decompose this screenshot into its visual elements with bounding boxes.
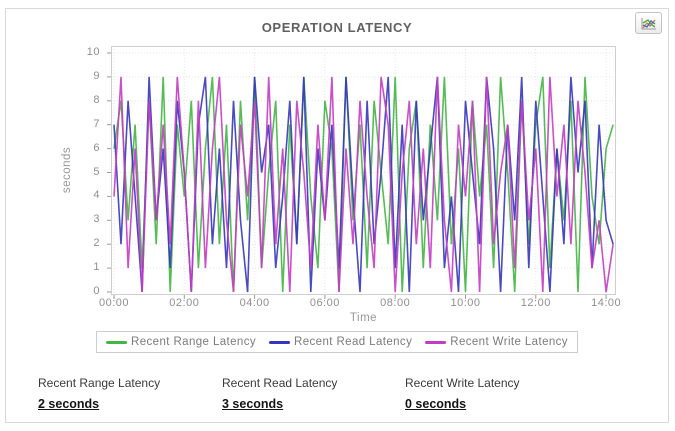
stat-label: Recent Range Latency: [38, 376, 161, 390]
operation-latency-panel: OPERATION LATENCY 0 1 2 3 4 5 6 7 8 9 10 00:00 02:0…: [5, 8, 669, 423]
x-tick-label: 12:00: [520, 297, 551, 309]
stat-label: Recent Write Latency: [405, 376, 520, 390]
legend-item: Recent Read Latency: [269, 336, 412, 348]
line-chart-icon: [641, 17, 657, 30]
legend-item: Recent Write Latency: [425, 336, 568, 348]
stat-value-link[interactable]: 0 seconds: [405, 397, 467, 411]
x-tick-label: 14:00: [591, 297, 622, 309]
y-tick-label: 5: [93, 165, 100, 178]
stat-label: Recent Read Latency: [222, 376, 338, 390]
y-tick-label: 7: [93, 117, 100, 130]
y-tick-label: 0: [93, 285, 100, 297]
y-tick-label: 1: [93, 261, 100, 274]
stat-value-link[interactable]: 3 seconds: [222, 397, 284, 411]
plot-area: [103, 46, 624, 303]
legend-swatch: [106, 340, 128, 344]
legend-label: Recent Range Latency: [131, 336, 257, 348]
legend-swatch: [269, 340, 291, 344]
legend-label: Recent Read Latency: [294, 336, 413, 348]
y-tick-label: 4: [93, 189, 100, 202]
stat-read-latency: Recent Read Latency 3 seconds: [222, 376, 337, 413]
legend-label: Recent Write Latency: [450, 336, 568, 348]
y-tick-label: 9: [93, 69, 100, 82]
x-tick-label: 06:00: [309, 297, 340, 309]
y-tick-label: 2: [93, 237, 100, 250]
x-tick-label: 08:00: [380, 297, 411, 309]
chart-legend: Recent Range Latency Recent Read Latency R…: [96, 331, 578, 353]
y-tick-label: 6: [93, 141, 100, 154]
x-tick-label: 10:00: [450, 297, 481, 309]
chart-type-button[interactable]: [635, 12, 662, 34]
stat-write-latency: Recent Write Latency 0 seconds: [405, 376, 520, 413]
legend-swatch: [425, 340, 447, 344]
x-axis-title: Time: [349, 312, 378, 324]
y-tick-label: 8: [93, 93, 100, 106]
legend-item: Recent Range Latency: [106, 336, 256, 348]
stat-value-link[interactable]: 2 seconds: [38, 397, 100, 411]
stat-range-latency: Recent Range Latency 2 seconds: [38, 376, 160, 413]
x-tick-label: 00:00: [98, 297, 130, 309]
chart-title: OPERATION LATENCY: [261, 20, 413, 35]
x-tick-label: 02:00: [169, 297, 200, 309]
chart-canvas: [107, 46, 616, 299]
y-tick-label: 3: [93, 213, 100, 226]
x-tick-label: 04:00: [239, 297, 270, 309]
y-axis-title: seconds: [61, 146, 74, 194]
y-tick-label: 10: [86, 46, 100, 58]
